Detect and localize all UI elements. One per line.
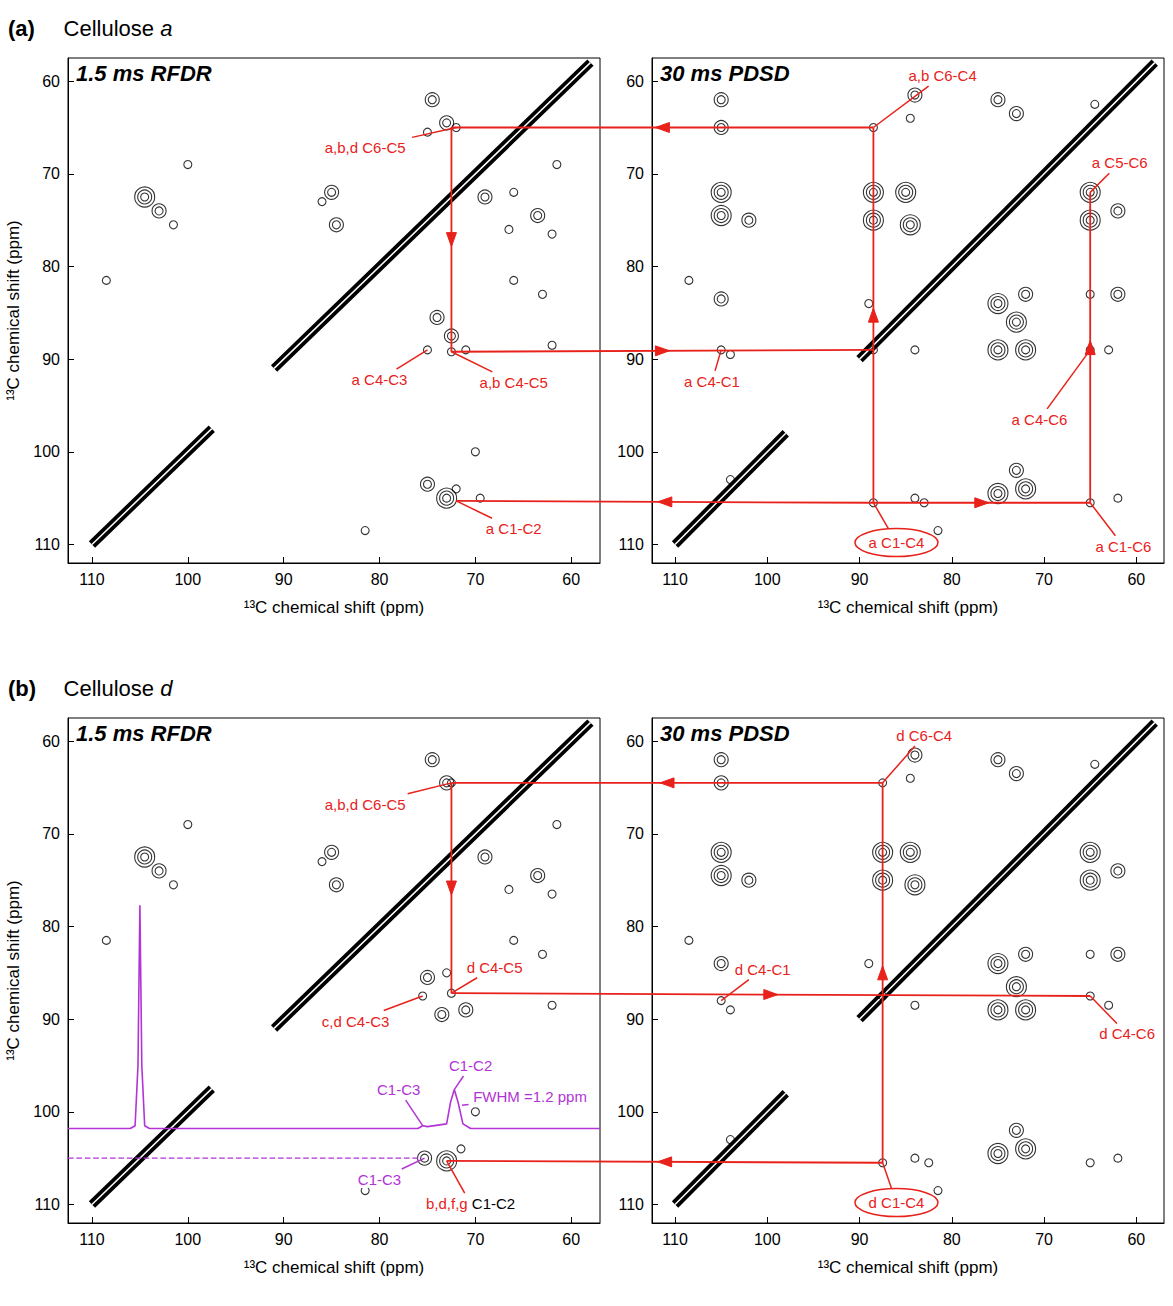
- svg-text:¹³C chemical shift (ppm): ¹³C chemical shift (ppm): [244, 598, 424, 617]
- svg-text:90: 90: [275, 1231, 293, 1248]
- svg-text:110: 110: [618, 536, 644, 553]
- svg-text:1.5 ms RFDR: 1.5 ms RFDR: [76, 721, 212, 746]
- svg-text:80: 80: [626, 258, 644, 275]
- svg-text:Cellulose: Cellulose: [64, 16, 161, 41]
- svg-text:80: 80: [371, 571, 389, 588]
- svg-text:d C4-C6: d C4-C6: [1099, 1025, 1155, 1042]
- svg-text:a: a: [160, 16, 172, 41]
- svg-text:a C1-C4: a C1-C4: [869, 534, 925, 551]
- svg-text:110: 110: [34, 536, 60, 553]
- svg-text:70: 70: [1035, 571, 1053, 588]
- svg-text:¹³C chemical shift (ppm): ¹³C chemical shift (ppm): [244, 1258, 424, 1277]
- svg-text:80: 80: [943, 571, 961, 588]
- svg-text:100: 100: [33, 443, 60, 460]
- svg-text:60: 60: [42, 733, 60, 750]
- svg-text:¹³C chemical shift (ppm): ¹³C chemical shift (ppm): [4, 880, 23, 1060]
- svg-text:110: 110: [34, 1196, 60, 1213]
- svg-text:110: 110: [79, 1231, 105, 1248]
- svg-text:80: 80: [626, 918, 644, 935]
- svg-text:70: 70: [626, 825, 644, 842]
- svg-text:d: d: [160, 676, 173, 701]
- svg-text:d C1-C4: d C1-C4: [869, 1194, 925, 1211]
- svg-text:C1-C2: C1-C2: [472, 1195, 515, 1212]
- svg-text:30 ms PDSD: 30 ms PDSD: [660, 721, 790, 746]
- svg-text:110: 110: [662, 571, 688, 588]
- svg-text:80: 80: [42, 258, 60, 275]
- svg-text:a C4-C1: a C4-C1: [684, 373, 740, 390]
- svg-text:60: 60: [562, 1231, 580, 1248]
- svg-text:100: 100: [617, 443, 644, 460]
- svg-text:60: 60: [42, 73, 60, 90]
- svg-text:110: 110: [662, 1231, 688, 1248]
- svg-text:30 ms PDSD: 30 ms PDSD: [660, 61, 790, 86]
- svg-text:110: 110: [618, 1196, 644, 1213]
- svg-text:70: 70: [1035, 1231, 1053, 1248]
- svg-text:a,b C4-C5: a,b C4-C5: [480, 374, 548, 391]
- svg-text:a C4-C6: a C4-C6: [1012, 411, 1068, 428]
- svg-text:100: 100: [33, 1103, 60, 1120]
- svg-text:100: 100: [174, 1231, 201, 1248]
- svg-text:100: 100: [754, 1231, 781, 1248]
- svg-text:FWHM =1.2 ppm: FWHM =1.2 ppm: [473, 1088, 587, 1105]
- svg-text:70: 70: [626, 165, 644, 182]
- svg-text:d C4-C5: d C4-C5: [467, 959, 523, 976]
- svg-text:c,d C4-C3: c,d C4-C3: [322, 1013, 390, 1030]
- svg-text:(a): (a): [8, 16, 35, 41]
- svg-text:(b): (b): [8, 676, 36, 701]
- svg-text:¹³C chemical shift (ppm): ¹³C chemical shift (ppm): [818, 598, 998, 617]
- svg-text:C1-C2: C1-C2: [449, 1057, 492, 1074]
- svg-text:70: 70: [42, 165, 60, 182]
- svg-text:90: 90: [851, 1231, 869, 1248]
- svg-text:100: 100: [617, 1103, 644, 1120]
- svg-text:a C1-C6: a C1-C6: [1095, 538, 1151, 555]
- svg-text:90: 90: [42, 351, 60, 368]
- svg-text:b,d,f,g: b,d,f,g: [426, 1195, 468, 1212]
- svg-text:80: 80: [371, 1231, 389, 1248]
- svg-text:C1-C3: C1-C3: [377, 1081, 420, 1098]
- svg-text:90: 90: [851, 571, 869, 588]
- svg-text:a,b,d C6-C5: a,b,d C6-C5: [325, 139, 406, 156]
- svg-text:¹³C chemical shift (ppm): ¹³C chemical shift (ppm): [4, 220, 23, 400]
- svg-text:90: 90: [626, 351, 644, 368]
- svg-text:¹³C chemical shift (ppm): ¹³C chemical shift (ppm): [818, 1258, 998, 1277]
- svg-text:60: 60: [562, 571, 580, 588]
- svg-text:90: 90: [275, 571, 293, 588]
- svg-text:a C1-C2: a C1-C2: [486, 520, 542, 537]
- svg-text:1.5 ms RFDR: 1.5 ms RFDR: [76, 61, 212, 86]
- svg-text:Cellulose: Cellulose: [64, 676, 161, 701]
- svg-text:60: 60: [1127, 1231, 1145, 1248]
- svg-text:100: 100: [174, 571, 201, 588]
- svg-text:90: 90: [626, 1011, 644, 1028]
- svg-text:C1-C3: C1-C3: [358, 1171, 401, 1188]
- svg-text:60: 60: [626, 733, 644, 750]
- svg-text:a,b,d C6-C5: a,b,d C6-C5: [325, 796, 406, 813]
- svg-text:70: 70: [466, 571, 484, 588]
- svg-text:70: 70: [466, 1231, 484, 1248]
- svg-text:a,b C6-C4: a,b C6-C4: [908, 67, 976, 84]
- svg-text:60: 60: [1127, 571, 1145, 588]
- svg-text:a C5-C6: a C5-C6: [1092, 154, 1148, 171]
- svg-text:a C4-C3: a C4-C3: [352, 371, 408, 388]
- svg-text:90: 90: [42, 1011, 60, 1028]
- svg-text:100: 100: [754, 571, 781, 588]
- svg-text:110: 110: [79, 571, 105, 588]
- svg-text:80: 80: [42, 918, 60, 935]
- svg-text:60: 60: [626, 73, 644, 90]
- svg-text:70: 70: [42, 825, 60, 842]
- svg-text:d C4-C1: d C4-C1: [735, 961, 791, 978]
- svg-text:d C6-C4: d C6-C4: [896, 727, 952, 744]
- svg-text:80: 80: [943, 1231, 961, 1248]
